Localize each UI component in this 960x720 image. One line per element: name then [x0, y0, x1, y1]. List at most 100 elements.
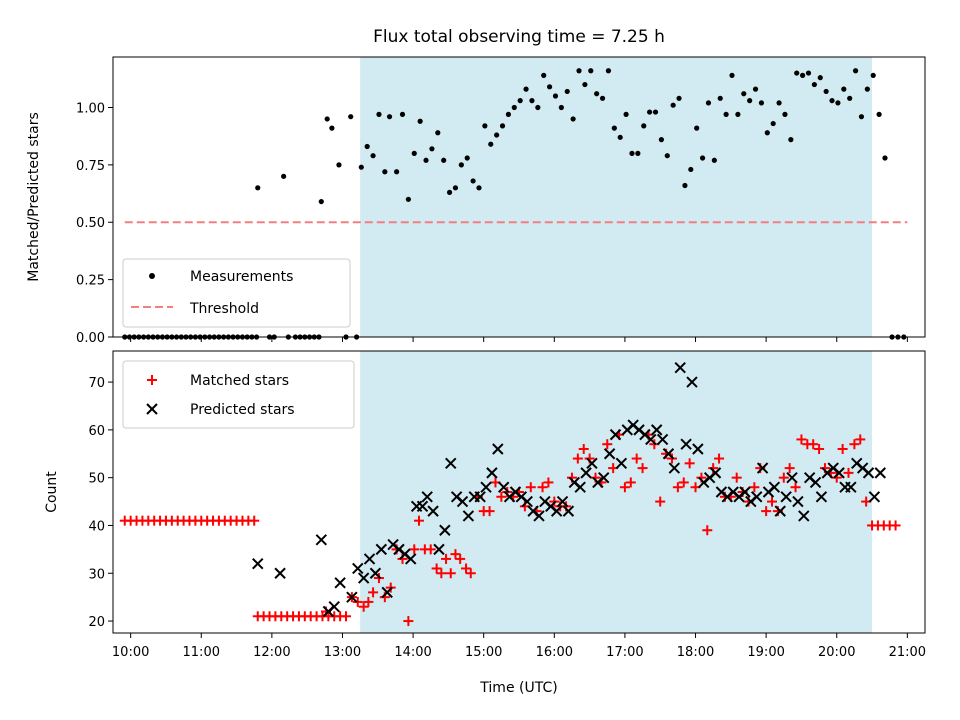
measurement-point — [281, 173, 287, 179]
ratio-axes-frame — [112, 56, 926, 338]
measurement-point — [358, 164, 364, 170]
matched-star-point — [461, 563, 472, 574]
time-x-tick-label: 20:00 — [818, 645, 855, 660]
predicted-star-point — [375, 543, 388, 556]
predicted-star-point — [427, 505, 439, 517]
measurement-point — [805, 70, 812, 76]
measurement-point — [348, 114, 354, 120]
matched-star-point — [784, 463, 795, 474]
legend-predicted-marker — [146, 403, 158, 415]
measurement-point — [717, 95, 723, 101]
matched-star-point — [358, 601, 369, 612]
time-x-tick-label: 21:00 — [889, 645, 926, 660]
measurement-point — [588, 68, 594, 74]
predicted-star-point — [315, 534, 328, 546]
predicted-star-point — [586, 457, 598, 470]
predicted-star-point — [405, 553, 417, 565]
predicted-star-point — [521, 495, 533, 508]
measurement-point — [623, 111, 629, 117]
matched-star-point — [672, 482, 683, 493]
ratio-y-tick-label: 0.75 — [76, 159, 105, 174]
matched-star-point — [543, 477, 554, 488]
measurement-point — [752, 86, 759, 92]
measurement-point — [882, 155, 888, 161]
measurement-point — [564, 88, 570, 95]
measurement-point — [386, 114, 393, 120]
predicted-star-point — [780, 491, 792, 503]
measurement-point — [570, 116, 576, 122]
time-x-axis-label: Time (UTC) — [479, 680, 557, 696]
measurement-point — [764, 130, 770, 136]
predicted-star-point — [421, 491, 433, 503]
measurement-point — [255, 185, 261, 191]
legend-measurements-marker — [149, 273, 155, 279]
predicted-star-point — [462, 510, 475, 522]
measurement-point — [605, 68, 612, 74]
predicted-star-point — [474, 491, 486, 503]
measurement-point — [664, 153, 670, 159]
matched-star-point — [731, 472, 742, 483]
measurement-points — [122, 68, 907, 340]
predicted-star-point — [445, 457, 457, 470]
time-x-tick-label: 18:00 — [677, 645, 714, 660]
measurement-point — [811, 81, 817, 88]
measurement-point — [488, 141, 494, 147]
measurement-point — [470, 178, 476, 184]
legend-predicted-label: Predicted stars — [190, 402, 295, 418]
matched-star-point — [790, 482, 801, 493]
predicted-star-point — [486, 467, 498, 479]
time-x-tick-label: 16:00 — [536, 645, 573, 660]
matched-star-point — [441, 553, 452, 564]
measurement-point — [382, 169, 388, 175]
predicted-star-point — [768, 481, 781, 493]
measurement-point — [399, 111, 406, 117]
predicted-star-point — [615, 457, 628, 470]
measurement-point — [441, 157, 447, 163]
predicted-star-point — [357, 572, 370, 584]
legend-matched-plus — [147, 375, 157, 385]
measurement-point — [852, 68, 859, 74]
predicted-star-point — [662, 448, 675, 460]
predicted-star-point — [497, 481, 510, 493]
measurement-point — [523, 86, 529, 92]
measurement-point — [594, 91, 600, 97]
matched-star-point — [778, 472, 789, 483]
predicted-star-point — [609, 428, 622, 441]
count-y-axis-label: Count — [44, 471, 60, 513]
matched-star-point — [637, 463, 648, 474]
measurement-point — [676, 95, 682, 101]
ratio-legend: Measurements Threshold — [122, 258, 351, 328]
ratio-y-tick-label: 0.25 — [76, 274, 105, 289]
legend-measurements-label: Measurements — [190, 269, 293, 285]
measurement-point — [535, 104, 541, 111]
measurement-point — [611, 125, 617, 131]
legend-predicted-cross — [146, 403, 158, 415]
predicted-star-point — [334, 577, 346, 589]
predicted-star-point — [603, 448, 616, 460]
predicted-star-point — [709, 467, 722, 479]
ratio-panel: 0.00 0.25 0.50 0.75 1.00 Flux total observin… — [26, 27, 926, 346]
measurement-point — [747, 98, 753, 104]
measurement-point — [641, 123, 647, 129]
chart-title: Flux total observing time = 7.25 h — [373, 27, 665, 47]
time-x-tick-label: 11:00 — [183, 645, 220, 660]
matched-star-point — [684, 458, 695, 469]
matched-star-point — [796, 434, 807, 445]
predicted-star-point — [274, 567, 286, 579]
measurement-point — [336, 162, 342, 168]
measurement-point — [370, 153, 376, 159]
time-x-tick-label: 15:00 — [465, 645, 502, 660]
matched-star-point — [849, 439, 860, 450]
matched-star-point — [702, 525, 713, 536]
ratio-y-tick-label: 1.00 — [76, 101, 105, 116]
legend-threshold-label: Threshold — [189, 301, 259, 317]
matched-star-point — [602, 439, 613, 450]
predicted-star-point — [692, 443, 704, 455]
predicted-star-point — [656, 433, 669, 446]
measurement-point — [682, 182, 688, 189]
measurement-point — [741, 91, 747, 97]
predicted-star-point — [598, 471, 610, 484]
time-x-tick-label: 13:00 — [324, 645, 361, 660]
measurement-point — [394, 169, 400, 175]
matched-star-point — [808, 439, 819, 450]
